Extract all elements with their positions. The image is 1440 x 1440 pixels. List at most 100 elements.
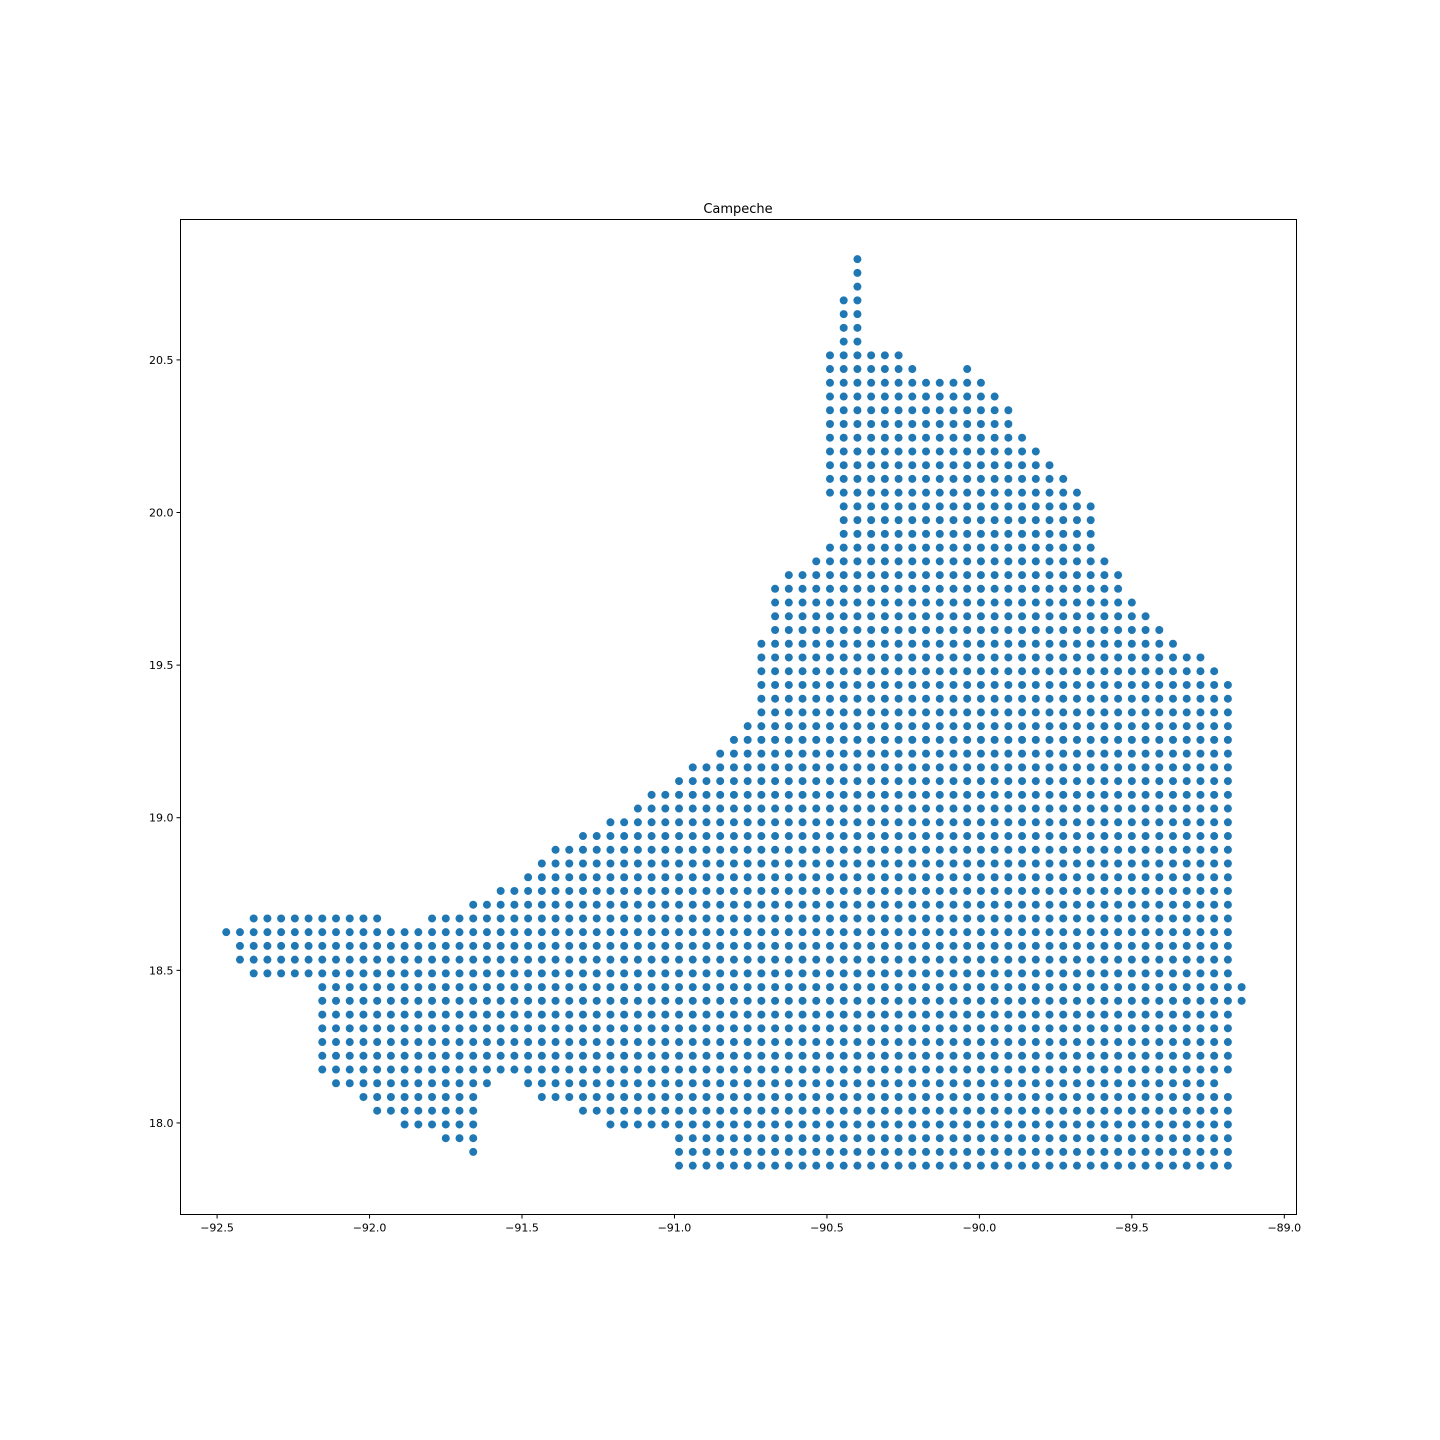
data-point xyxy=(1072,886,1081,895)
data-point xyxy=(1100,859,1109,868)
data-point xyxy=(963,955,972,964)
data-point xyxy=(702,1065,711,1074)
data-point xyxy=(1155,914,1164,923)
data-point xyxy=(537,914,546,923)
data-point xyxy=(1169,1010,1178,1019)
data-point xyxy=(880,516,889,525)
data-point xyxy=(990,914,999,923)
data-point xyxy=(1072,557,1081,566)
data-point xyxy=(880,969,889,978)
data-point xyxy=(606,955,615,964)
data-point xyxy=(1127,969,1136,978)
data-point xyxy=(1127,832,1136,841)
data-point xyxy=(675,1092,684,1101)
data-point xyxy=(1004,1079,1013,1088)
data-point xyxy=(867,406,876,415)
data-point xyxy=(702,1051,711,1060)
data-point xyxy=(839,818,848,827)
data-point xyxy=(853,612,862,621)
data-point xyxy=(935,1038,944,1047)
data-point xyxy=(1059,1079,1068,1088)
data-point xyxy=(990,749,999,758)
data-point xyxy=(1004,790,1013,799)
data-point xyxy=(1031,516,1040,525)
data-point xyxy=(1182,1134,1191,1143)
data-point xyxy=(1127,722,1136,731)
data-point xyxy=(249,941,258,950)
data-point xyxy=(894,1092,903,1101)
data-point xyxy=(839,886,848,895)
data-point xyxy=(990,722,999,731)
data-point xyxy=(565,900,574,909)
data-point xyxy=(1059,735,1068,744)
data-point xyxy=(1182,763,1191,772)
data-point xyxy=(1072,722,1081,731)
data-point xyxy=(812,832,821,841)
data-point xyxy=(1086,667,1095,676)
data-point xyxy=(1114,1010,1123,1019)
data-point xyxy=(1127,1038,1136,1047)
data-point xyxy=(633,1120,642,1129)
data-point xyxy=(482,914,491,923)
data-point xyxy=(1141,1024,1150,1033)
data-point xyxy=(428,1024,437,1033)
data-point xyxy=(784,873,793,882)
data-point xyxy=(1086,543,1095,552)
data-point xyxy=(922,941,931,950)
data-point xyxy=(922,653,931,662)
data-point xyxy=(1210,832,1219,841)
data-point xyxy=(1059,722,1068,731)
data-point xyxy=(428,969,437,978)
data-point xyxy=(1114,983,1123,992)
data-point xyxy=(812,955,821,964)
data-point xyxy=(1114,1038,1123,1047)
data-point xyxy=(935,722,944,731)
data-point xyxy=(976,447,985,456)
data-point xyxy=(1100,873,1109,882)
data-point xyxy=(743,914,752,923)
data-point xyxy=(853,1092,862,1101)
data-point xyxy=(1059,639,1068,648)
data-point xyxy=(1100,653,1109,662)
data-point xyxy=(675,859,684,868)
data-point xyxy=(1169,818,1178,827)
data-point xyxy=(359,969,368,978)
data-point xyxy=(990,502,999,511)
data-point xyxy=(1127,1024,1136,1033)
data-point xyxy=(963,1065,972,1074)
data-point xyxy=(1004,722,1013,731)
data-point xyxy=(1059,763,1068,772)
data-point xyxy=(853,804,862,813)
data-point xyxy=(825,886,834,895)
data-point xyxy=(771,763,780,772)
data-point xyxy=(867,667,876,676)
data-point xyxy=(578,983,587,992)
data-point xyxy=(1155,1147,1164,1156)
data-point xyxy=(1155,845,1164,854)
data-point xyxy=(1169,1134,1178,1143)
data-point xyxy=(620,1024,629,1033)
data-point xyxy=(825,1134,834,1143)
data-point xyxy=(825,461,834,470)
data-point xyxy=(1031,928,1040,937)
data-point xyxy=(647,845,656,854)
data-point xyxy=(894,571,903,580)
data-point xyxy=(1072,804,1081,813)
data-point xyxy=(1031,461,1040,470)
data-point xyxy=(537,1092,546,1101)
data-point xyxy=(963,694,972,703)
data-point xyxy=(963,433,972,442)
data-point xyxy=(1155,1065,1164,1074)
data-point xyxy=(1018,983,1027,992)
data-point xyxy=(908,804,917,813)
data-point xyxy=(1072,969,1081,978)
data-point xyxy=(716,969,725,978)
data-point xyxy=(1196,790,1205,799)
data-point xyxy=(1210,818,1219,827)
data-point xyxy=(922,928,931,937)
data-point xyxy=(1018,804,1027,813)
data-point xyxy=(1169,777,1178,786)
data-point xyxy=(784,653,793,662)
data-point xyxy=(1141,955,1150,964)
data-point xyxy=(990,818,999,827)
